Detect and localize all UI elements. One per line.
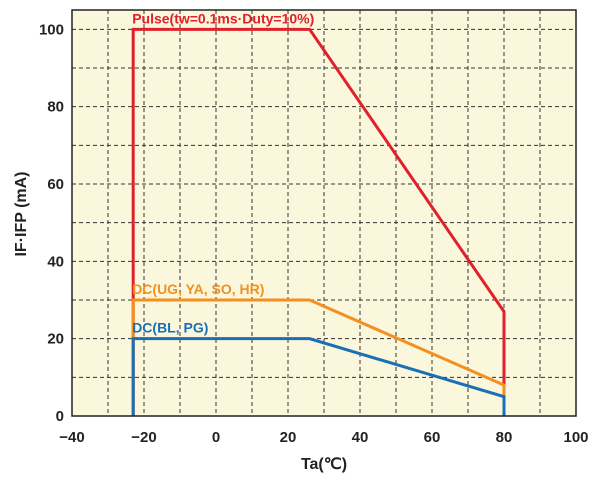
series-label: DC(BL, PG) [132,320,208,336]
x-axis-title: Ta(℃) [301,456,347,473]
series-group [131,27,506,416]
y-tick-label: 100 [39,21,64,38]
y-tick-label: 60 [47,176,64,193]
y-tick-label: 40 [47,253,64,270]
plot-frame [71,9,577,417]
series-line [131,27,506,416]
y-tick-label: 80 [47,99,64,116]
y-tick-label: 20 [47,331,64,348]
series-label: DC(UG, YA, SO, HR) [132,281,264,297]
series-label: Pulse(tw=0.1ms·Duty=10%) [132,10,314,26]
x-tick-label: 60 [424,429,441,446]
x-tick-labels: −40 −20 0 20 40 60 80 100 [59,429,588,446]
x-tick-label: −40 [59,429,84,446]
y-tick-labels: 0 20 40 60 80 100 [39,21,64,425]
x-tick-label: −20 [131,429,156,446]
x-tick-label: 100 [563,429,588,446]
series-labels: Pulse(tw=0.1ms·Duty=10%) DC(UG, YA, SO, H… [132,10,314,335]
x-tick-label: 80 [496,429,513,446]
y-tick-label: 0 [56,408,64,425]
x-tick-label: 0 [212,429,220,446]
x-tick-label: 40 [352,429,369,446]
y-axis-title: IF·IFP (mA) [13,171,30,256]
series-line [131,337,506,416]
x-tick-label: 20 [280,429,297,446]
